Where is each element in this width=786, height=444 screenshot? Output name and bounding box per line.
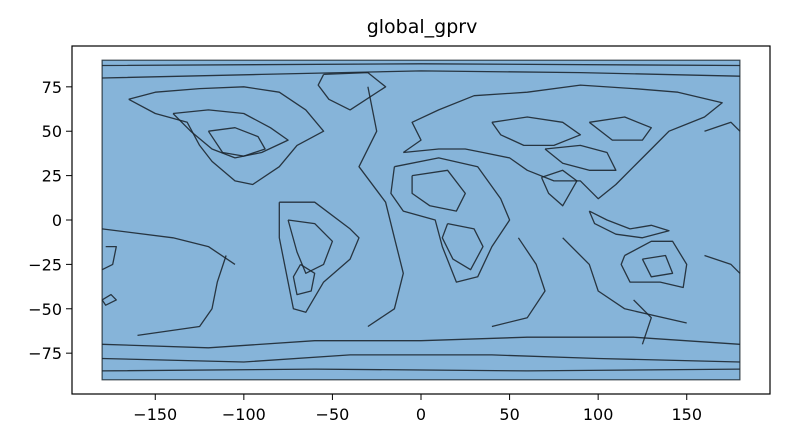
x-tick-label: 100 xyxy=(583,405,614,424)
region-outline xyxy=(102,63,740,67)
region-outline xyxy=(207,127,266,157)
y-tick-label: −50 xyxy=(28,300,62,319)
x-tick-label: −50 xyxy=(316,405,350,424)
x-tick-label: 0 xyxy=(416,405,426,424)
region-outline xyxy=(287,219,334,274)
region-outline xyxy=(102,70,740,79)
region-outline xyxy=(562,237,687,324)
x-tick-label: 150 xyxy=(671,405,702,424)
y-tick-label: 25 xyxy=(42,167,62,186)
chart-title: global_gprv xyxy=(367,16,478,38)
region-outline xyxy=(102,368,740,372)
x-tick-label: −150 xyxy=(133,405,177,424)
region-outline xyxy=(278,201,360,313)
region-outline xyxy=(102,354,740,363)
region-outline xyxy=(704,254,741,274)
y-axis: 75 50 25 0 −25 −50 −75 xyxy=(28,78,72,363)
region-outline xyxy=(704,121,741,132)
x-tick-label: 50 xyxy=(499,405,519,424)
region-outline xyxy=(588,210,670,239)
y-tick-label: 0 xyxy=(52,211,62,230)
region-outline xyxy=(641,254,674,278)
region-outline xyxy=(172,109,289,159)
region-outline xyxy=(402,84,723,200)
region-boundaries xyxy=(101,63,741,372)
region-outline xyxy=(620,240,688,289)
region-outline xyxy=(358,86,404,328)
map-extent xyxy=(101,59,741,381)
region-outline xyxy=(137,255,227,337)
y-tick-label: 50 xyxy=(42,122,62,141)
region-outline xyxy=(102,336,740,349)
region-outline xyxy=(390,157,511,283)
y-tick-label: 75 xyxy=(42,78,62,97)
region-outline xyxy=(441,222,484,271)
region-outline xyxy=(491,237,546,328)
x-axis: −150 −100 −50 0 50 100 150 xyxy=(133,394,702,424)
region-outline xyxy=(101,245,117,271)
region-outline xyxy=(292,263,316,296)
region-outline xyxy=(540,169,578,207)
y-tick-label: −25 xyxy=(28,255,62,274)
region-outline xyxy=(588,116,652,141)
region-outline xyxy=(411,169,466,212)
region-outline xyxy=(633,299,652,345)
x-tick-label: −100 xyxy=(222,405,266,424)
y-tick-label: −75 xyxy=(28,344,62,363)
region-outline xyxy=(101,293,117,306)
map-polygons xyxy=(101,59,741,381)
region-outline xyxy=(491,116,582,147)
region-outline xyxy=(102,228,236,265)
region-outline xyxy=(544,144,617,171)
